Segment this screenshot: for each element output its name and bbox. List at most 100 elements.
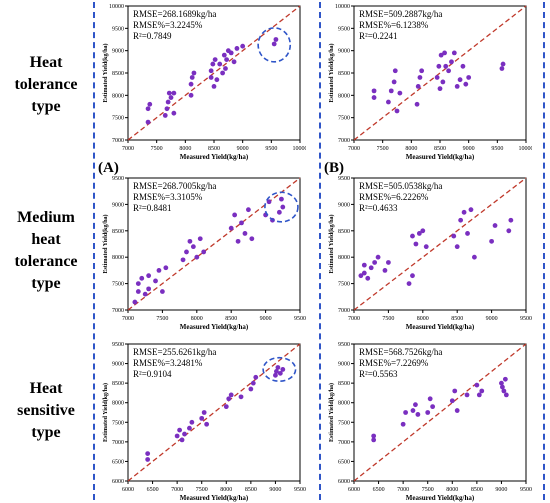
- data-point: [365, 275, 371, 281]
- data-point: [279, 196, 284, 202]
- x-tick-label: 8500: [434, 146, 446, 152]
- data-point: [492, 223, 498, 228]
- data-point: [242, 231, 248, 236]
- data-point: [371, 95, 377, 100]
- one-to-one-line: [353, 177, 527, 311]
- y-tick-label: 9000: [338, 362, 350, 368]
- data-point: [403, 410, 408, 415]
- data-point: [479, 388, 485, 394]
- data-point: [156, 268, 162, 273]
- row-label-line: sensitive: [17, 402, 75, 419]
- data-point: [372, 260, 378, 265]
- y-tick-label: 7000: [112, 440, 124, 446]
- row-label-line: Heat: [29, 380, 63, 397]
- separator-middle: [319, 2, 321, 500]
- data-point: [204, 421, 210, 427]
- data-point: [189, 419, 195, 425]
- data-point: [160, 289, 165, 294]
- x-tick-label: 8000: [417, 316, 429, 322]
- data-point: [142, 291, 148, 297]
- data-point: [474, 382, 480, 388]
- x-tick-label: 6500: [373, 487, 385, 493]
- stat-line: RMSE=505.0538kg/ha: [359, 181, 442, 191]
- y-tick-label: 7000: [112, 138, 124, 144]
- x-tick-label: 7000: [171, 487, 183, 493]
- data-point: [472, 254, 477, 260]
- y-tick-label: 7000: [338, 308, 350, 314]
- stat-line: RMSE=509.2887kg/ha: [359, 9, 442, 19]
- data-point: [201, 249, 207, 255]
- data-point: [443, 63, 449, 69]
- x-tick-label: 9000: [260, 316, 272, 322]
- data-point: [146, 273, 152, 279]
- y-tick-label: 9000: [112, 49, 124, 55]
- row-label-medium-heat-tolerance: Medium heat tolerance type: [0, 207, 92, 295]
- data-point: [430, 404, 436, 410]
- data-point: [211, 84, 217, 89]
- data-point: [464, 392, 470, 398]
- y-tick-label: 7000: [338, 138, 350, 144]
- x-tick-label: 7500: [422, 487, 434, 493]
- data-point: [468, 207, 474, 213]
- data-point: [449, 59, 454, 65]
- data-point: [437, 86, 443, 92]
- x-tick-label: 6500: [147, 487, 159, 493]
- data-point: [223, 66, 228, 71]
- x-tick-label: 7000: [348, 146, 360, 152]
- data-point: [361, 270, 367, 276]
- y-axis-label: Estimated Yield(kg/ha): [328, 383, 335, 442]
- data-point: [190, 244, 196, 250]
- stat-line: RMSE=268.7005kg/ha: [133, 181, 216, 191]
- data-point: [420, 228, 426, 234]
- stat-line: RMSE%=3.3105%: [133, 192, 203, 202]
- separator-left: [93, 2, 95, 500]
- x-tick-label: 10000: [293, 146, 307, 152]
- one-to-one-line: [127, 177, 301, 311]
- chart-heat-tolerance-a: 7000 7500 8000 8500 9000 9500 10000 7000 7500 800…: [102, 4, 307, 161]
- data-point: [168, 95, 174, 100]
- y-tick-label: 8500: [112, 229, 124, 235]
- data-point: [223, 404, 229, 410]
- data-point: [466, 75, 472, 80]
- data-point: [187, 425, 192, 431]
- data-point: [145, 106, 151, 112]
- data-point: [184, 249, 189, 255]
- data-point: [414, 101, 420, 107]
- data-point: [440, 79, 446, 85]
- data-point: [197, 236, 203, 242]
- chart-heat-sensitive-a: 6000 6500 7000 7500 8000 8500 9000 9500 6000 6500…: [102, 342, 306, 502]
- data-point: [188, 81, 194, 87]
- data-point: [388, 88, 394, 94]
- data-point: [253, 374, 259, 380]
- x-tick-label: 8500: [225, 316, 237, 322]
- data-point: [212, 57, 218, 62]
- data-point: [446, 68, 451, 74]
- data-point: [273, 37, 279, 42]
- one-to-one-line: [127, 343, 301, 482]
- y-tick-label: 10000: [109, 4, 124, 10]
- data-point: [451, 233, 457, 239]
- data-point: [499, 66, 505, 71]
- data-point: [228, 50, 234, 56]
- data-point: [234, 46, 240, 51]
- row-label-line: Medium: [17, 209, 75, 226]
- data-point: [217, 61, 223, 67]
- y-tick-label: 7500: [112, 420, 124, 426]
- y-tick-label: 6000: [112, 479, 124, 485]
- data-point: [457, 77, 463, 83]
- data-point: [235, 238, 241, 244]
- y-tick-label: 8500: [338, 71, 350, 77]
- x-tick-label: 8500: [451, 316, 463, 322]
- x-tick-label: 9500: [520, 487, 532, 493]
- data-point: [391, 79, 397, 85]
- data-point: [501, 388, 507, 394]
- data-point: [463, 81, 469, 87]
- x-tick-label: 9500: [265, 146, 277, 152]
- row-label-line: type: [31, 275, 61, 292]
- row-label-heat-tolerance: Heat tolerance type: [0, 52, 92, 118]
- y-tick-label: 9000: [338, 202, 350, 208]
- data-point: [224, 57, 230, 62]
- data-point: [436, 63, 442, 69]
- data-point: [238, 394, 244, 400]
- y-tick-label: 8000: [112, 255, 124, 261]
